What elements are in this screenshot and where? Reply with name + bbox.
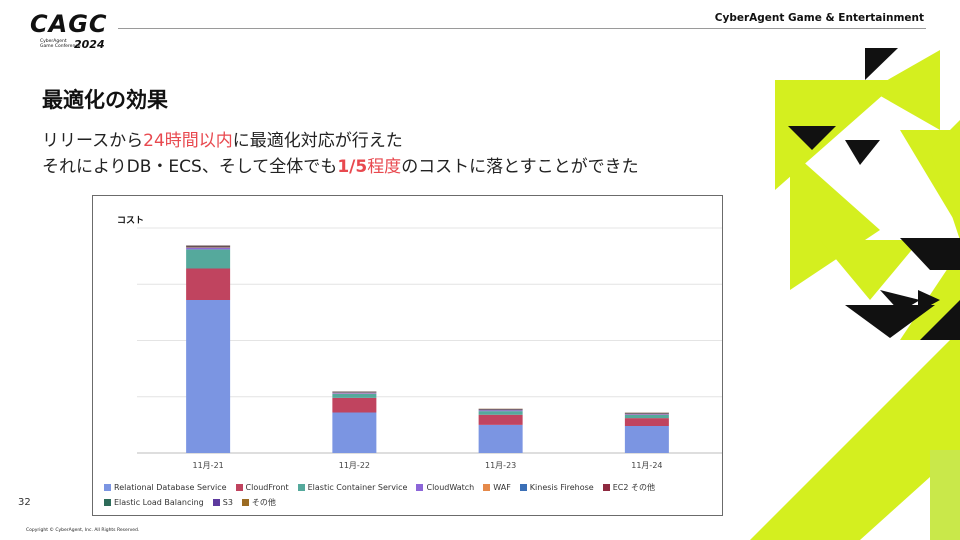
legend-swatch xyxy=(416,484,424,491)
chart-plot: 11月-21 11月-22 11月-23 11月-24 xyxy=(137,227,722,470)
bar-segment[interactable] xyxy=(332,393,377,394)
legend-item[interactable]: Elastic Container Service xyxy=(297,482,408,493)
cost-chart: コスト 11月-21 11月-22 11月-23 11月-24 Relational … xyxy=(92,195,723,516)
legend-item[interactable]: Elastic Load Balancing xyxy=(104,497,204,508)
slide-title: 最適化の効果 xyxy=(42,88,168,112)
legend-label: WAF xyxy=(493,483,511,492)
legend-label: その他 xyxy=(251,498,276,507)
legend-swatch xyxy=(104,499,111,506)
legend-item[interactable]: S3 xyxy=(212,497,233,508)
bar-segment[interactable] xyxy=(186,248,231,250)
accent-triangle-8 xyxy=(930,450,960,540)
legend-item[interactable]: CloudFront xyxy=(235,482,289,493)
bar-segment[interactable] xyxy=(332,393,377,398)
legend-label: Elastic Container Service xyxy=(307,483,408,492)
legend-swatch xyxy=(104,484,111,491)
legend-label: Kinesis Firehose xyxy=(529,483,594,492)
accent-triangle-4 xyxy=(820,240,920,300)
bar-segment[interactable] xyxy=(186,246,231,248)
legend-label: EC2 その他 xyxy=(612,483,655,492)
dark-triangle-3 xyxy=(845,140,880,165)
legend-item[interactable]: Kinesis Firehose xyxy=(519,482,594,493)
legend-item[interactable]: EC2 その他 xyxy=(602,482,655,493)
legend-label: CloudFront xyxy=(245,483,289,492)
bar-segment[interactable] xyxy=(478,411,523,415)
line2-highlight: 程度 xyxy=(367,157,402,177)
legend-item[interactable]: WAF xyxy=(483,482,511,493)
accent-triangle-2 xyxy=(870,50,940,130)
x-tick-label: 11月-24 xyxy=(631,461,662,470)
bar-segment[interactable] xyxy=(186,268,231,301)
accent-triangle-1 xyxy=(775,80,900,190)
legend-label: Elastic Load Balancing xyxy=(114,498,204,507)
legend-swatch xyxy=(602,484,610,491)
bar-segment[interactable] xyxy=(332,412,377,454)
line2-bold: 1/5 xyxy=(337,157,368,177)
legend-label: S3 xyxy=(222,498,233,507)
bar-segment[interactable] xyxy=(624,414,669,419)
bar-segment[interactable] xyxy=(624,418,669,426)
legend-item[interactable]: Relational Database Service xyxy=(104,482,227,493)
bar-segment[interactable] xyxy=(332,397,377,413)
accent-triangle-3 xyxy=(790,150,880,290)
dark-triangle-7 xyxy=(918,290,940,312)
dark-triangle-1 xyxy=(865,48,898,80)
logo-sub-line1: CyberAgent xyxy=(40,39,67,44)
bar-segment[interactable] xyxy=(624,426,669,453)
accent-triangle-7 xyxy=(750,330,960,540)
bar-segment[interactable] xyxy=(478,424,523,453)
bar-segment[interactable] xyxy=(186,300,231,453)
dark-triangle-5 xyxy=(880,290,920,312)
dark-shapes xyxy=(788,48,960,340)
legend-item[interactable]: その他 xyxy=(241,497,276,508)
line1-after: に最適化対応が行えた xyxy=(232,131,403,151)
legend-swatch xyxy=(483,484,491,491)
bar-segment[interactable] xyxy=(186,245,231,247)
accent-triangle-9 xyxy=(930,120,960,240)
header-divider xyxy=(118,28,926,29)
line1-before: リリースから xyxy=(42,131,144,151)
body-text: リリースから24時間以内に最適化対応が行えた それによりDB・ECS、そして全体… xyxy=(42,128,639,180)
dark-triangle-6 xyxy=(845,305,935,338)
x-tick-label: 11月-21 xyxy=(193,461,224,470)
legend-item[interactable]: CloudWatch xyxy=(416,482,474,493)
line2-after: のコストに落とすことができた xyxy=(401,157,639,177)
logo-year: 2024 xyxy=(74,38,105,51)
legend-label: CloudWatch xyxy=(426,483,475,492)
cagc-logo: CAGC CyberAgent Game Conference 2024 xyxy=(30,12,110,56)
bar-segment[interactable] xyxy=(478,410,523,412)
brand-name: CyberAgent Game & Entertainment xyxy=(714,12,924,24)
bar-segment[interactable] xyxy=(186,249,231,269)
legend-swatch xyxy=(235,484,243,491)
legend-swatch xyxy=(519,484,527,491)
chart-title: コスト xyxy=(117,216,145,226)
legend-swatch xyxy=(297,484,305,491)
logo-sub-line2: Game Conference xyxy=(40,44,81,49)
chart-legend: Relational Database Service CloudFront Ela… xyxy=(104,482,704,508)
line1-highlight: 24時間以内 xyxy=(143,131,233,151)
bar-segment[interactable] xyxy=(624,414,669,415)
legend-swatch xyxy=(241,499,249,506)
x-tick-label: 11月-23 xyxy=(485,461,516,470)
bar-segment[interactable] xyxy=(478,414,523,425)
copyright: Copyright © CyberAgent, Inc. All Rights … xyxy=(26,528,140,533)
dark-triangle-8 xyxy=(920,300,960,340)
line2-before: それによりDB・ECS、そして全体でも xyxy=(42,157,338,177)
dark-triangle-2 xyxy=(788,126,836,150)
logo-subtitle: CyberAgent Game Conference xyxy=(40,39,81,49)
legend-swatch xyxy=(212,499,220,506)
body-line-2: それによりDB・ECS、そして全体でも1/5程度のコストに落とすことができた xyxy=(42,154,639,180)
page-number: 32 xyxy=(18,497,31,508)
legend-label: Relational Database Service xyxy=(114,483,227,492)
x-tick-label: 11月-22 xyxy=(339,461,370,470)
body-line-1: リリースから24時間以内に最適化対応が行えた xyxy=(42,128,639,154)
dark-triangle-4 xyxy=(900,238,960,270)
logo-wordmark: CAGC xyxy=(30,10,108,38)
